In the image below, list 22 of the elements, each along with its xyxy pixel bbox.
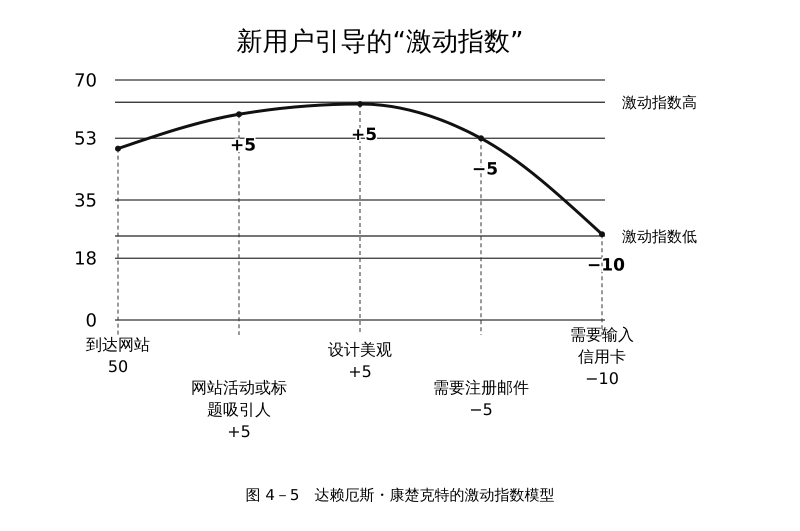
chart-title: 新用户引导的“激动指数” xyxy=(236,27,524,57)
ref-line-label: 激动指数低 xyxy=(622,227,697,246)
x-tick-label: 到达网站 50 xyxy=(86,335,150,376)
x-tick-label: 设计美观 +5 xyxy=(328,340,392,381)
y-tick-label: 0 xyxy=(86,310,97,332)
y-tick-label: 70 xyxy=(74,70,97,92)
y-tick-label: 35 xyxy=(74,190,97,212)
point xyxy=(236,111,242,118)
caption: 图 4－5 达赖厄斯・康楚克特的激动指数模型 xyxy=(246,486,554,504)
annotation: +5 xyxy=(230,135,256,156)
x-tick-label: 需要注册邮件 −5 xyxy=(433,378,529,419)
ref-line-label: 激动指数高 xyxy=(622,94,697,112)
x-tick-label: 需要输入信用卡 −10 xyxy=(570,325,634,388)
y-tick-label: 53 xyxy=(74,128,97,150)
point xyxy=(357,101,363,107)
y-tick-label: 18 xyxy=(74,248,97,270)
point xyxy=(478,135,484,142)
x-tick-label: 网站活动或标题吸引人 +5 xyxy=(191,378,287,441)
annotation: −10 xyxy=(587,255,626,276)
point xyxy=(115,146,121,152)
point xyxy=(599,231,605,238)
annotation: −5 xyxy=(472,159,498,180)
